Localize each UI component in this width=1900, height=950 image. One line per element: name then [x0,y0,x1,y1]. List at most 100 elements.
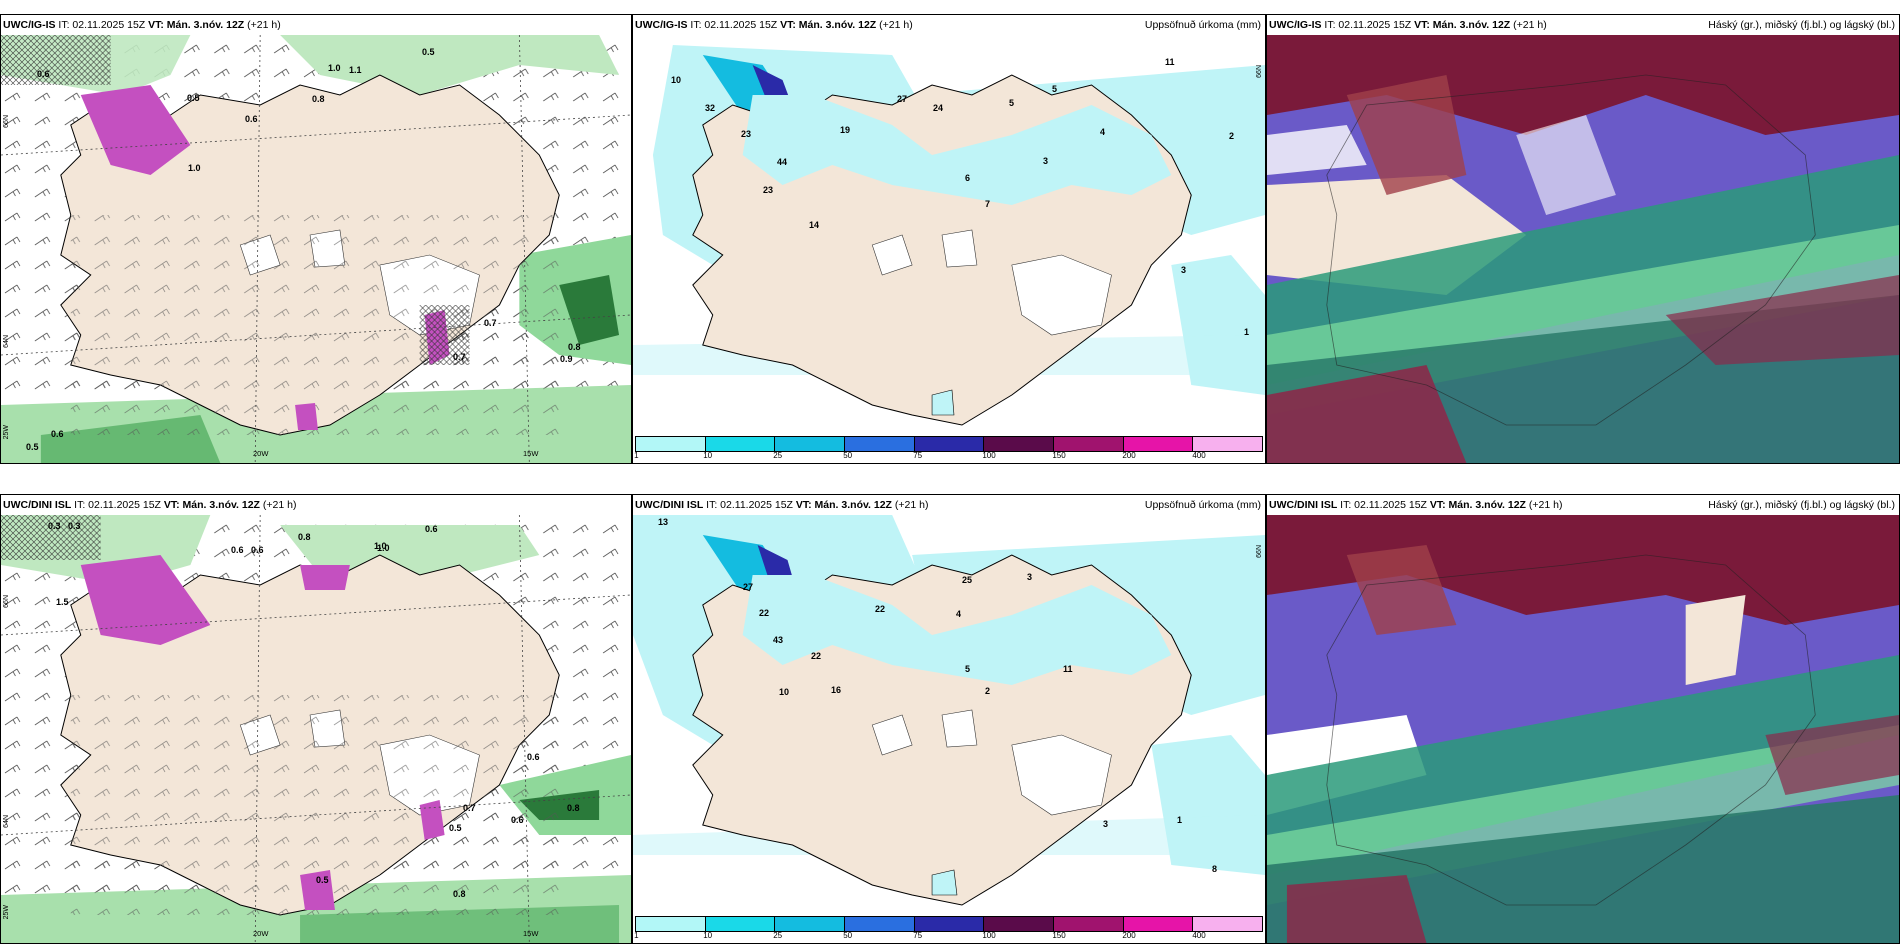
panel-header: UWC/DINI ISL IT: 02.11.2025 15Z VT: Mán.… [633,495,1265,515]
map-value-label: 5 [1052,84,1058,94]
lat-label: 66N [3,595,10,608]
legend-box [705,917,776,931]
legend-box [845,917,915,931]
lead-time: (+21 h) [1528,499,1563,511]
panel-header: UWC/IG-IS IT: 02.11.2025 15Z VT: Mán. 3.… [1,15,631,35]
wind-map[interactable]: 66N 64N 25W 20W 15W 0.6 0.5 0.8 1.0 0.6 1.0 0.… [1,35,631,463]
valid-time: VT: Mán. 3.nóv. 12Z [148,19,245,31]
map-value-label: 25 [962,575,973,585]
field-name: Háský (gr.), miðský (fj.bl.) og lágský (… [1708,19,1895,31]
map-value-label: 0.7 [463,803,476,813]
map-value-label: 6 [965,173,971,183]
map-value-label: 1.5 [56,597,69,607]
map-value-label: 0.5 [422,47,435,57]
lon-label: 20W [253,449,269,458]
model-name: UWC/IG-IS [3,19,56,31]
valid-time: VT: Mán. 3.nóv. 12Z [1414,19,1511,31]
map-value-label: 22 [759,608,770,618]
map-value-label: 1.0 [377,543,390,553]
legend-label: 200 [1122,931,1136,940]
legend-label: 400 [1192,931,1206,940]
lead-time: (+21 h) [879,19,913,31]
map-value-label: 0.5 [187,93,200,103]
init-time: IT: 02.11.2025 15Z [690,19,778,31]
init-time: IT: 02.11.2025 15Z [58,19,146,31]
wind-map[interactable]: 66N 64N 25W 20W 15W 0.3 0.3 1.5 0.6 0.6 0.8 1.… [1,515,631,943]
map-value-label: 0.8 [453,889,466,899]
lead-time: (+21 h) [1513,19,1547,31]
precip-map[interactable]: 66N 13 22 27 43 22 16 10 22 25 3 4 5 11 2 8 1 3 [633,515,1265,913]
legend-box [984,437,1055,451]
legend-label: 10 [703,451,713,460]
legend-box [914,917,985,931]
field-name: Uppsöfnuð úrkoma (mm) [1144,499,1261,511]
precip-legend: 1 10 25 50 75 100 150 200 400 [633,913,1265,943]
lat-label: 66N [1256,65,1263,78]
legend-box [1054,917,1124,931]
lat-label: 25W [3,425,10,440]
panel-header: UWC/DINI ISL IT: 02.11.2025 15Z VT: Mán.… [1,495,631,515]
map-value-label: 14 [809,220,820,230]
map-value-label: 11 [1165,57,1175,67]
model-name: UWC/DINI ISL [1269,499,1338,511]
init-time: IT: 02.11.2025 15Z [1340,499,1427,511]
map-value-label: 0.6 [245,114,258,124]
panel-header: UWC/IG-IS IT: 02.11.2025 15Z VT: Mán. 3.… [1267,15,1899,35]
map-value-label: 1.0 [328,63,341,73]
map-value-label: 0.7 [484,318,497,328]
lat-label: 64N [3,335,10,348]
map-value-label: 0.6 [231,545,244,555]
panel-header: UWC/DINI ISL IT: 02.11.2025 15Z VT: Mán.… [1267,495,1899,515]
map-value-label: 27 [743,582,754,592]
map-value-label: 7 [985,199,991,209]
cloud-map[interactable] [1267,515,1899,943]
map-value-label: 43 [773,635,784,645]
legend-box [775,437,846,451]
model-name: UWC/DINI ISL [3,499,72,511]
precip-map[interactable]: 66N 10 32 23 44 23 14 19 27 24 6 5 3 4 7 5 11 2 3 1 [633,35,1265,433]
map-value-label: 1 [1177,815,1183,825]
map-value-label: 27 [897,94,908,104]
legend-label: 25 [773,451,783,460]
cloud-panel-igis: UWC/IG-IS IT: 02.11.2025 15Z VT: Mán. 3.… [1266,14,1900,464]
map-value-label: 8 [1212,864,1218,874]
map-value-label: 0.8 [298,532,311,542]
map-value-label: 0.5 [316,875,329,885]
init-time: IT: 02.11.2025 15Z [1324,19,1412,31]
init-time: IT: 02.11.2025 15Z [706,499,793,511]
legend-label: 1 [634,931,639,940]
lon-label: 20W [253,929,269,938]
map-value-label: 2 [985,686,991,696]
field-name: Uppsöfnuð úrkoma (mm) [1144,19,1261,31]
map-value-label: 1 [1244,327,1250,337]
legend-label: 200 [1122,451,1136,460]
model-name: UWC/IG-IS [635,19,688,31]
legend-label: 1 [634,451,639,460]
legend-box [984,917,1055,931]
map-value-label: 10 [671,75,682,85]
map-value-label: 0.6 [511,815,524,825]
lat-label: 25W [3,905,10,920]
map-value-label: 4 [1100,127,1106,137]
legend-label: 150 [1052,451,1066,460]
legend-label: 75 [913,451,923,460]
map-value-label: 4 [956,609,962,619]
map-value-label: 13 [658,517,669,527]
lon-label: 15W [523,929,539,938]
valid-time: VT: Mán. 3.nóv. 12Z [795,499,892,511]
legend-box [1123,917,1194,931]
lead-time: (+21 h) [262,499,297,511]
lat-label: 66N [1256,545,1263,558]
map-value-label: 11 [1063,664,1073,674]
lon-label: 15W [523,449,539,458]
valid-time: VT: Mán. 3.nóv. 12Z [163,499,260,511]
legend-box [705,437,776,451]
map-value-label: 0.6 [527,752,540,762]
map-value-label: 22 [875,604,886,614]
map-value-label: 0.6 [37,69,50,79]
cloud-map[interactable] [1267,35,1899,463]
map-value-label: 32 [705,103,716,113]
map-value-label: 3 [1027,572,1033,582]
lat-label: 64N [3,815,10,828]
cloud-panel-dini: UWC/DINI ISL IT: 02.11.2025 15Z VT: Mán.… [1266,494,1900,944]
